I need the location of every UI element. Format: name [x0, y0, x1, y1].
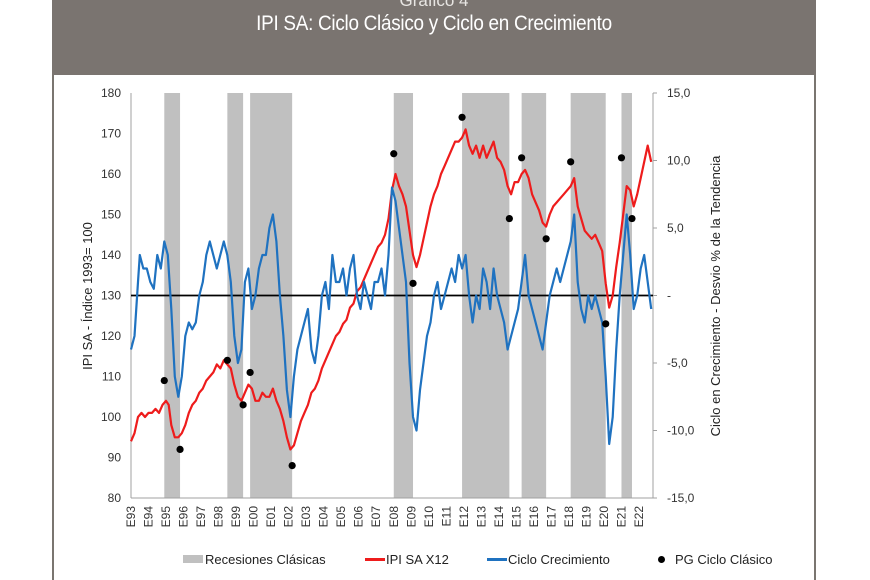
- peak-trough-dot: [223, 356, 231, 364]
- x-tick-label: E11: [439, 506, 453, 527]
- cycle-line-swatch-icon: [487, 557, 507, 561]
- x-tick-label: E12: [457, 506, 471, 528]
- peak-trough-dot: [160, 376, 168, 385]
- peak-trough-dot: [176, 445, 184, 453]
- x-tick-label: E13: [474, 506, 488, 528]
- y-tick-label-left: 110: [102, 370, 121, 384]
- x-tick-label: E94: [142, 506, 156, 528]
- x-tick-label: E07: [369, 506, 383, 528]
- peak-trough-dot: [409, 279, 417, 287]
- x-tick-label: E18: [562, 506, 576, 528]
- peak-trough-dot: [390, 150, 398, 158]
- x-tick-label: E09: [404, 506, 418, 528]
- peak-trough-dot: [602, 320, 610, 328]
- y-tick-label-left: 130: [101, 289, 121, 303]
- y-tick-label-left: 160: [101, 167, 121, 181]
- x-tick-label: E20: [597, 506, 611, 528]
- peak-trough-dot: [458, 113, 466, 121]
- peak-trough-dot: [628, 214, 636, 223]
- legend-label: IPI SA X12: [386, 551, 449, 567]
- chart-title: IPI SA: Ciclo Clásico y Ciclo en Crecimi…: [256, 12, 612, 35]
- x-tick-label: E10: [422, 506, 436, 528]
- x-tick-label: E22: [632, 506, 646, 528]
- legend-label: Ciclo Crecimiento: [508, 551, 610, 567]
- x-tick-label: E17: [544, 506, 558, 528]
- peak-trough-dot: [288, 462, 296, 470]
- y-axis-title-right: Ciclo en Crecimiento - Desvio % de la Te…: [708, 155, 723, 437]
- legend-item-ipi: IPI SA X12: [365, 549, 449, 569]
- x-tick-label: E05: [334, 506, 348, 528]
- x-tick-label: E21: [614, 506, 628, 528]
- y-axis-title-left: IPI SA - Índice 1993= 100: [80, 222, 95, 370]
- legend-item-recessions: Recesiones Clásicas: [183, 549, 326, 569]
- y-tick-label-right: -: [667, 289, 671, 303]
- y-tick-label-right: -5,0: [667, 356, 688, 370]
- y-tick-label-right: -15,0: [667, 491, 695, 505]
- y-tick-label-left: 140: [101, 248, 121, 262]
- y-tick-label-right: 5,0: [667, 221, 684, 235]
- legend-label: PG Ciclo Clásico: [675, 551, 773, 567]
- legend-item-peaks: PG Ciclo Clásico: [658, 549, 773, 569]
- x-tick-label: E04: [317, 506, 331, 528]
- y-tick-label-left: 180: [101, 86, 121, 100]
- peak-trough-dot: [505, 214, 513, 223]
- peak-trough-dot: [567, 158, 575, 166]
- peak-trough-dot: [617, 154, 626, 162]
- x-tick-label: E16: [527, 506, 541, 528]
- peak-trough-dot: [542, 235, 550, 243]
- y-tick-label-left: 170: [101, 127, 121, 141]
- x-tick-label: E08: [387, 506, 401, 528]
- figure-number: Gráfico 4: [399, 0, 469, 10]
- y-tick-label-left: 100: [101, 410, 121, 424]
- x-tick-label: E97: [194, 506, 208, 528]
- x-tick-label: E06: [352, 506, 366, 528]
- x-tick-label: E96: [177, 506, 191, 528]
- x-tick-label: E00: [247, 506, 261, 528]
- x-tick-label: E99: [229, 506, 243, 528]
- peak-trough-dot: [518, 154, 526, 162]
- ipi-line-swatch-icon: [365, 557, 385, 561]
- y-tick-label-left: 90: [108, 451, 122, 465]
- legend-label: Recesiones Clásicas: [205, 551, 326, 567]
- x-tick-label: E93: [124, 506, 138, 528]
- x-tick-label: E19: [579, 506, 593, 528]
- x-tick-label: E03: [299, 506, 313, 528]
- peak-trough-dot: [246, 368, 254, 377]
- x-tick-label: E98: [212, 506, 226, 528]
- x-tick-label: E14: [492, 506, 506, 528]
- x-tick-label: E95: [159, 506, 173, 528]
- dot-swatch-icon: [658, 555, 665, 563]
- y-tick-label-right: 10,0: [667, 154, 691, 168]
- legend: Recesiones Clásicas IPI SA X12 Ciclo Cre…: [0, 549, 870, 569]
- recession-swatch-icon: [183, 555, 203, 563]
- cycle-growth-line: [129, 186, 653, 446]
- x-tick-label: E02: [282, 506, 296, 528]
- y-tick-label-right: -10,0: [667, 424, 695, 438]
- peak-trough-points: [160, 113, 636, 470]
- y-tick-label-left: 150: [101, 208, 121, 222]
- axes: 8090100110120130140150160170180-15,0-10,…: [101, 86, 695, 527]
- chart-header: Gráfico 4 IPI SA: Ciclo Clásico y Ciclo …: [52, 0, 816, 75]
- y-tick-label-left: 80: [108, 491, 122, 505]
- y-tick-label-left: 120: [101, 329, 121, 343]
- peak-trough-dot: [239, 401, 247, 409]
- x-tick-label: E01: [264, 506, 278, 528]
- legend-item-cycle: Ciclo Crecimiento: [487, 549, 610, 569]
- x-tick-label: E15: [509, 506, 523, 528]
- y-tick-label-right: 15,0: [667, 86, 691, 100]
